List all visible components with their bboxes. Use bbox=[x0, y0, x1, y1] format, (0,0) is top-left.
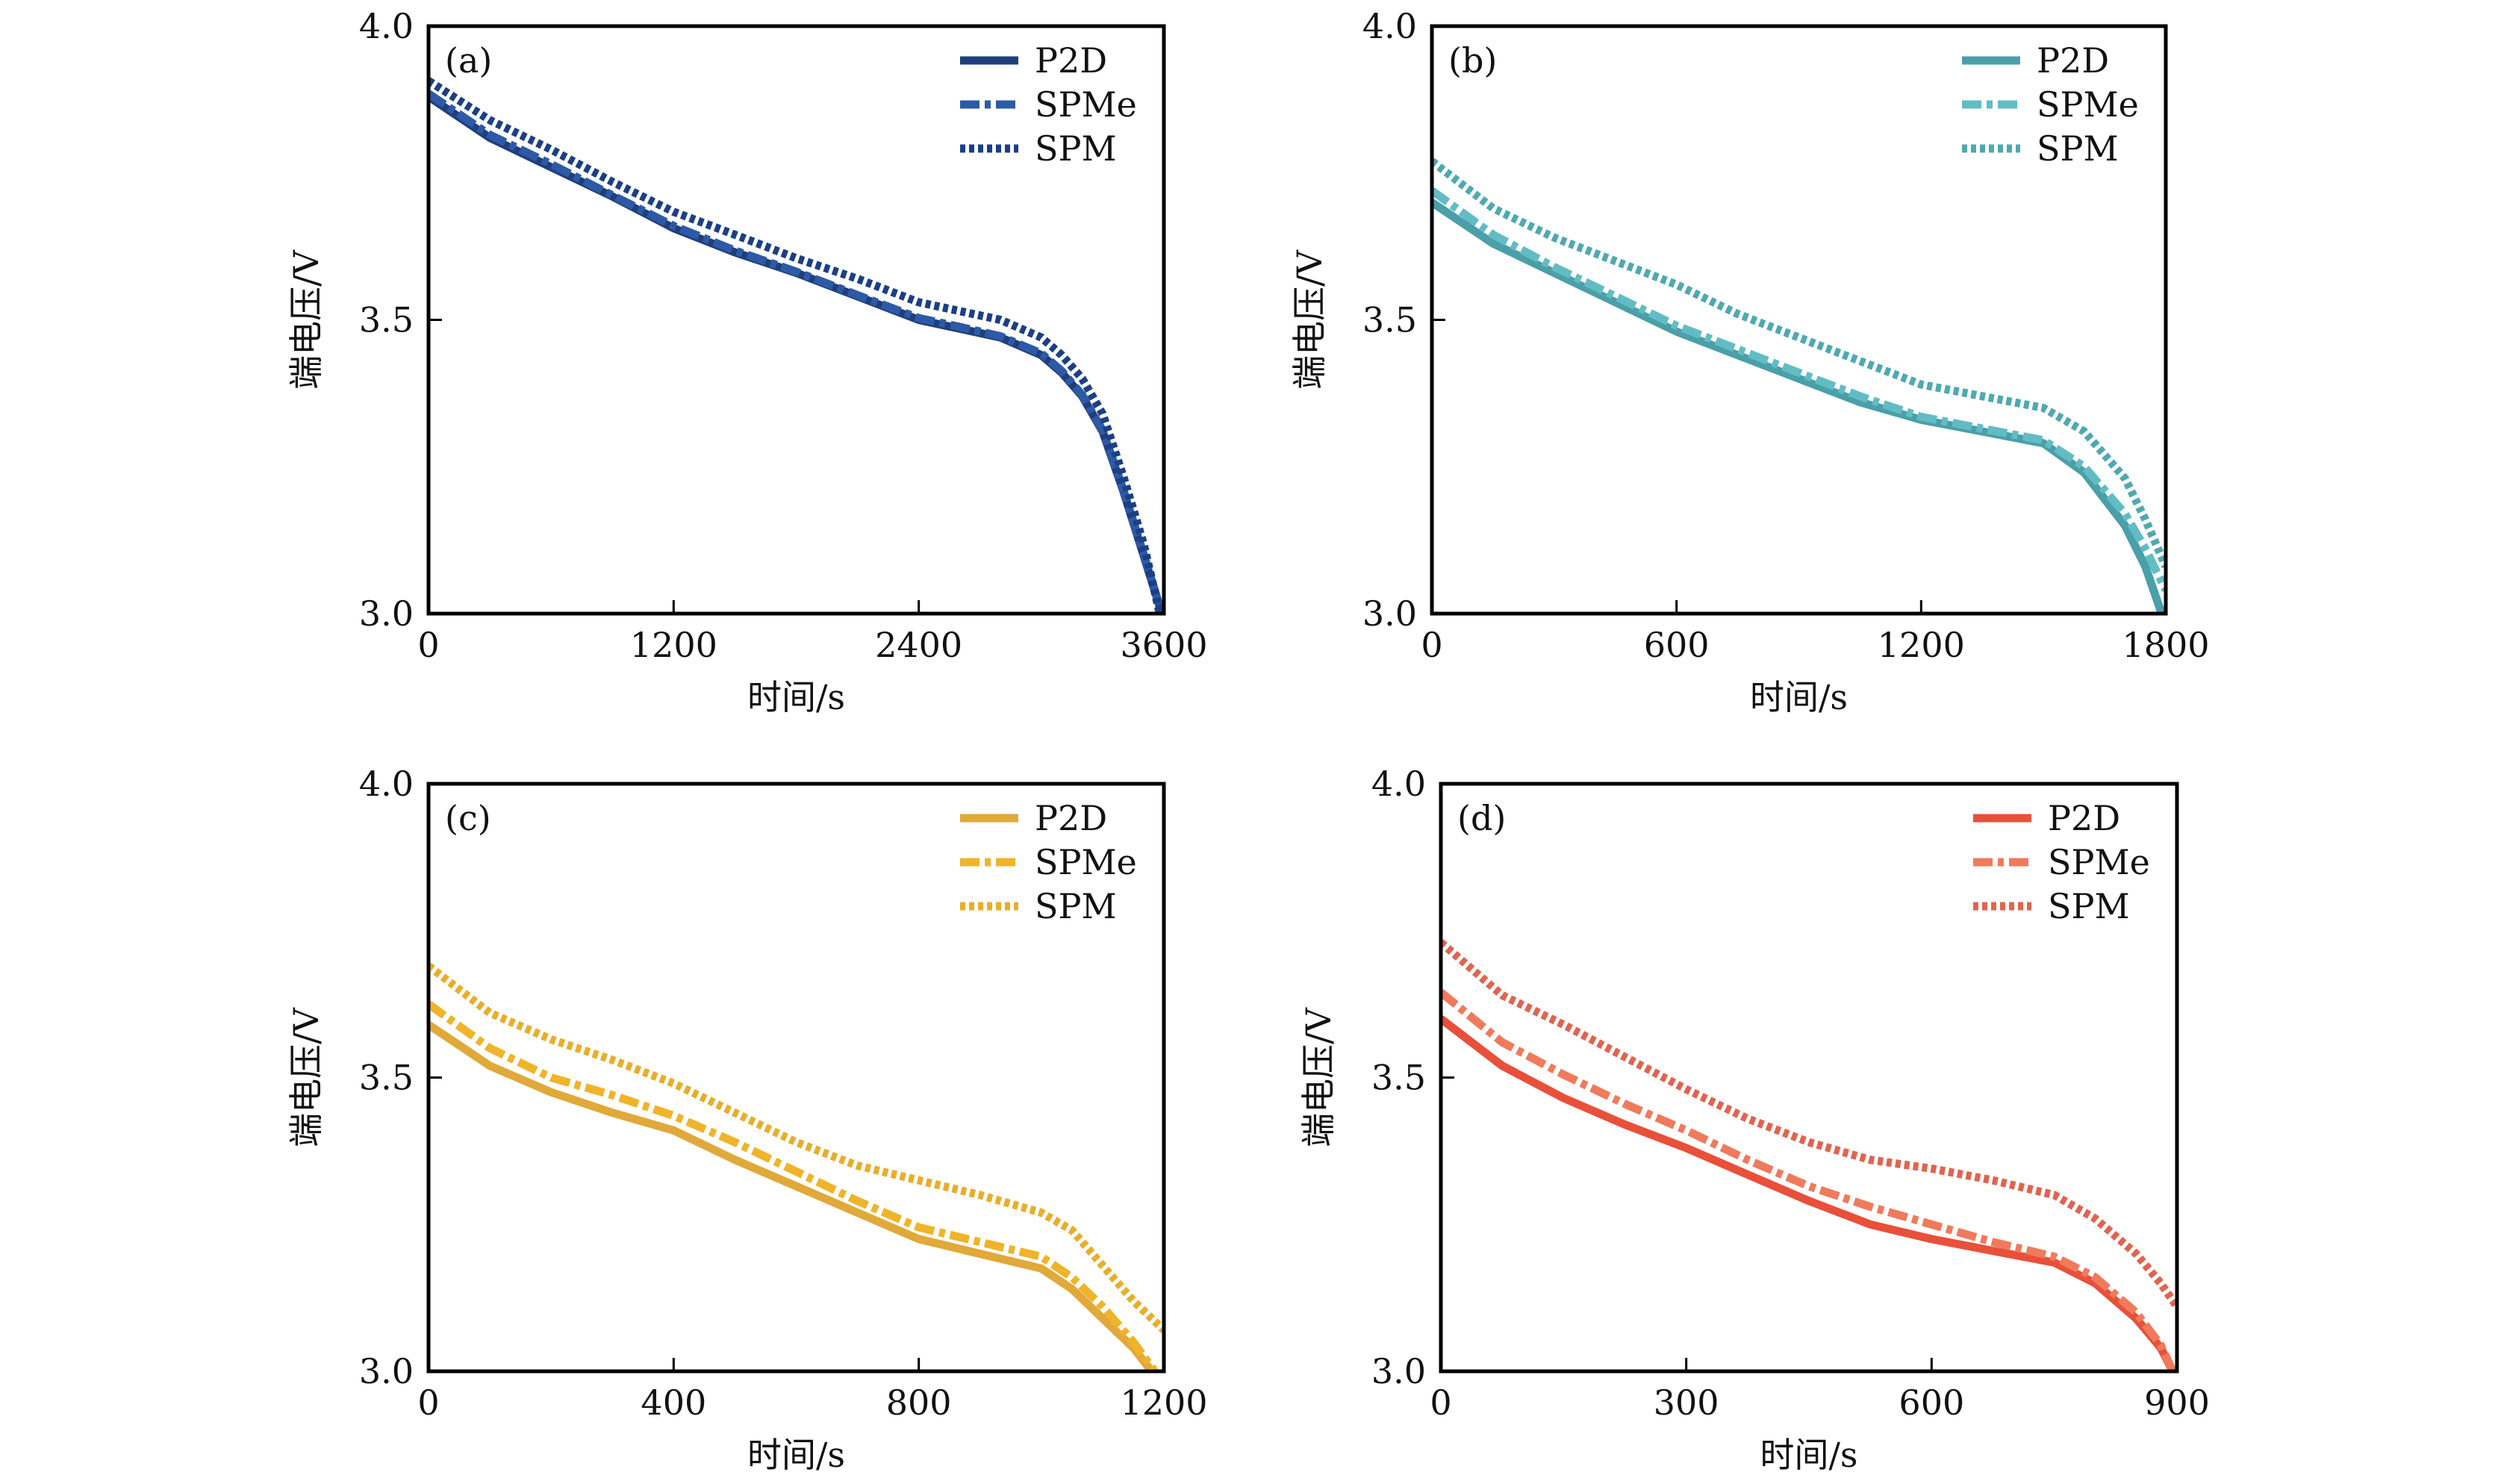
legend-label-spme: SPMe bbox=[1035, 84, 1137, 125]
y-axis-label: 端电压/V bbox=[1289, 249, 1330, 389]
legend-label-spm: SPM bbox=[2037, 128, 2119, 169]
series-line-spm bbox=[1441, 939, 2177, 1309]
panel-label: (c) bbox=[445, 798, 491, 838]
x-tick-label: 300 bbox=[1654, 1382, 1719, 1423]
panel-label: (b) bbox=[1448, 40, 1497, 81]
x-tick-label: 0 bbox=[417, 1382, 439, 1423]
y-tick-label: 3.5 bbox=[359, 1058, 414, 1098]
y-tick-label: 4.0 bbox=[359, 6, 414, 46]
y-tick-label: 4.0 bbox=[1362, 6, 1417, 46]
y-axis-label: 端电压/V bbox=[1298, 1007, 1339, 1147]
x-tick-label: 0 bbox=[1430, 1382, 1451, 1423]
x-tick-label: 0 bbox=[417, 625, 439, 665]
series-line-spm bbox=[429, 77, 1164, 614]
y-axis-label: 端电压/V bbox=[286, 249, 326, 389]
legend-label-spme: SPMe bbox=[2037, 84, 2139, 125]
series-line-spme bbox=[429, 90, 1164, 614]
legend-label-p2d: P2D bbox=[2037, 40, 2109, 81]
x-tick-label: 1200 bbox=[1878, 625, 1965, 665]
legend-label-spm: SPM bbox=[1035, 886, 1117, 926]
y-tick-label: 3.0 bbox=[359, 593, 414, 634]
x-tick-label: 800 bbox=[886, 1382, 952, 1423]
series-line-spm bbox=[429, 962, 1164, 1333]
y-tick-label: 3.0 bbox=[1371, 1351, 1426, 1391]
legend-label-spme: SPMe bbox=[2048, 842, 2150, 882]
x-axis-label: 时间/s bbox=[747, 677, 845, 717]
x-axis-label: 时间/s bbox=[1750, 677, 1848, 717]
y-tick-label: 3.0 bbox=[1362, 593, 1417, 634]
y-tick-label: 3.5 bbox=[359, 300, 414, 340]
series-line-spme bbox=[1432, 187, 2166, 592]
series-line-p2d bbox=[1432, 199, 2166, 614]
x-tick-label: 1200 bbox=[630, 625, 717, 665]
x-axis-label: 时间/s bbox=[1760, 1435, 1857, 1475]
series-line-spme bbox=[1441, 989, 2177, 1371]
series-line-spme bbox=[429, 1000, 1159, 1371]
panel-label: (a) bbox=[445, 40, 492, 81]
x-tick-label: 400 bbox=[641, 1382, 706, 1423]
y-tick-label: 3.5 bbox=[1362, 300, 1417, 340]
x-tick-label: 0 bbox=[1421, 625, 1442, 665]
y-tick-label: 4.0 bbox=[359, 764, 414, 804]
panel-b: 0 600 1200 1800 3.0 3.5 4.0 时间/s 端电压/V (b) P2DSPMe… bbox=[1289, 6, 2210, 717]
x-axis-label: 时间/s bbox=[747, 1435, 845, 1475]
legend-label-p2d: P2D bbox=[1035, 40, 1107, 81]
x-tick-label: 600 bbox=[1899, 1382, 1964, 1423]
series-line-p2d bbox=[429, 93, 1164, 614]
panel-d: 0 300 600 900 3.0 3.5 4.0 时间/s 端电压/V (d) P2DSPMeSP… bbox=[1298, 764, 2210, 1475]
y-tick-label: 4.0 bbox=[1371, 764, 1426, 804]
y-tick-label: 3.5 bbox=[1371, 1058, 1426, 1098]
series-line-spm bbox=[1432, 158, 2166, 569]
x-tick-label: 3600 bbox=[1120, 625, 1207, 665]
x-tick-label: 600 bbox=[1644, 625, 1710, 665]
legend-label-spme: SPMe bbox=[1035, 842, 1137, 882]
legend-label-spm: SPM bbox=[2048, 886, 2130, 926]
x-tick-label: 2400 bbox=[875, 625, 962, 665]
x-tick-label: 1200 bbox=[1120, 1382, 1207, 1423]
x-tick-label: 1800 bbox=[2122, 625, 2209, 665]
series-line-p2d bbox=[1441, 1015, 2177, 1371]
panel-c: 0 400 800 1200 3.0 3.5 4.0 时间/s 端电压/V (c) P2DSPMeS… bbox=[286, 764, 1208, 1475]
series-line-p2d bbox=[429, 1021, 1155, 1371]
panel-label: (d) bbox=[1457, 798, 1506, 838]
legend-label-spm: SPM bbox=[1035, 128, 1117, 169]
legend-label-p2d: P2D bbox=[1035, 798, 1107, 838]
legend-label-p2d: P2D bbox=[2048, 798, 2120, 838]
x-tick-label: 900 bbox=[2144, 1382, 2210, 1423]
y-tick-label: 3.0 bbox=[359, 1351, 414, 1391]
y-axis-label: 端电压/V bbox=[286, 1007, 326, 1147]
